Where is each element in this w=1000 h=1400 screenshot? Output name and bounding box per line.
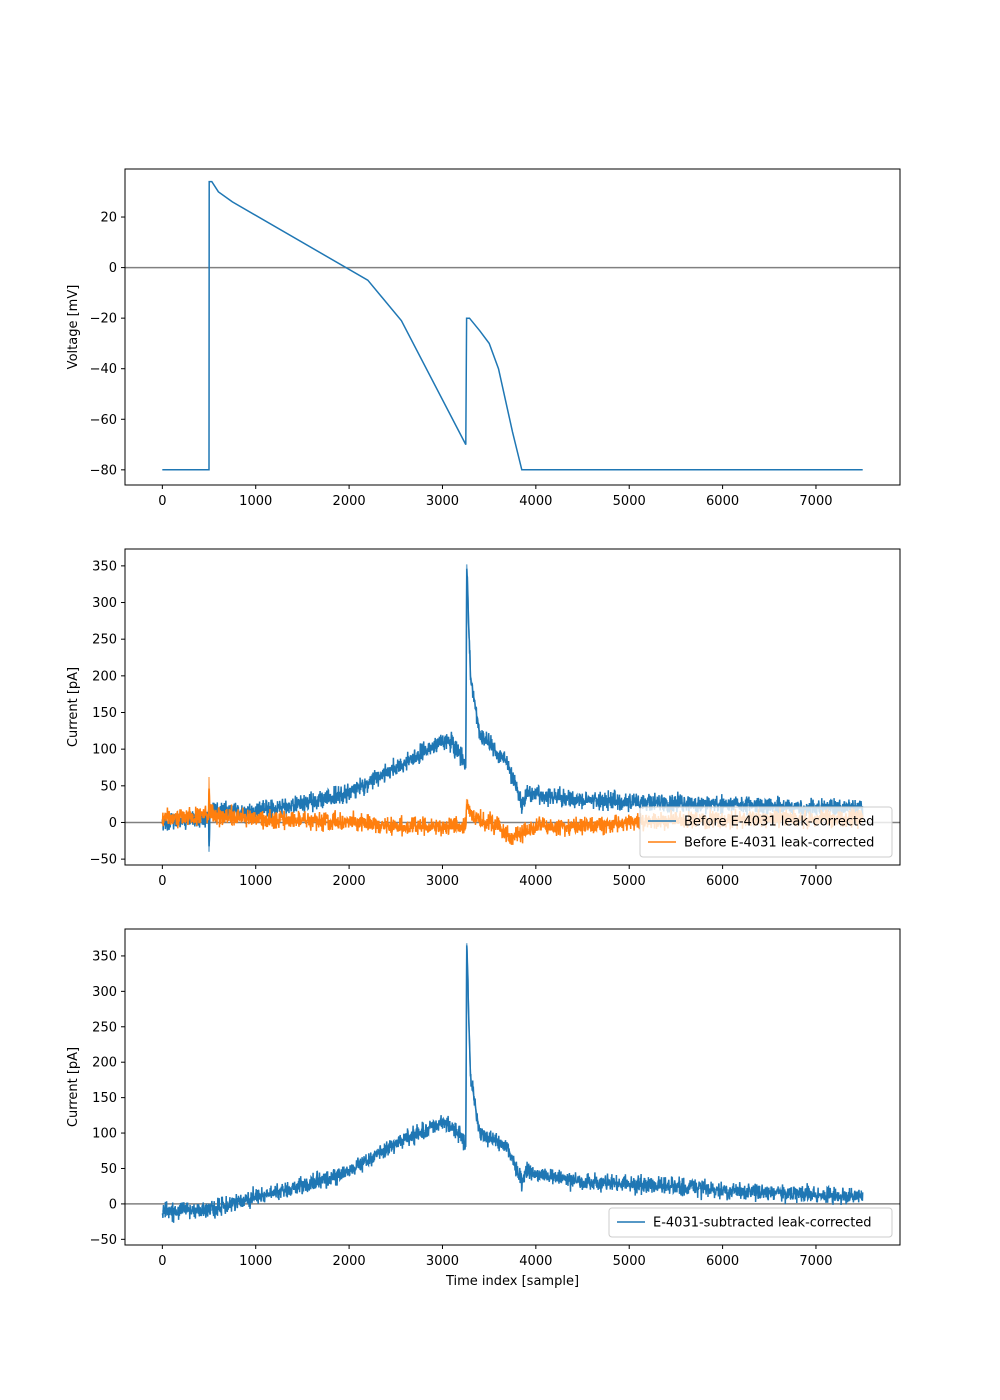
axes-frame xyxy=(125,169,900,485)
legend: Before E-4031 leak-corrected Before E-403… xyxy=(640,807,892,857)
x-tick-label: 6000 xyxy=(706,494,739,509)
x-tick-label: 7000 xyxy=(799,1254,832,1269)
y-tick-label: 350 xyxy=(92,559,117,574)
x-tick-label: 7000 xyxy=(799,494,832,509)
x-tick-label: 3000 xyxy=(426,1254,459,1269)
y-tick-label: −20 xyxy=(90,312,117,327)
series-line xyxy=(162,569,862,847)
x-tick-label: 4000 xyxy=(519,1254,552,1269)
y-tick-label: 300 xyxy=(92,985,117,1000)
x-tick-label: 1000 xyxy=(239,1254,272,1269)
voltage-panel: 0 1000 2000 3000 4000 5000 6000 7000 −80 −60 −40 −2… xyxy=(66,169,900,509)
x-tick-label: 6000 xyxy=(706,1254,739,1269)
y-tick-label: 0 xyxy=(109,816,117,831)
series-line xyxy=(162,182,862,470)
legend-label: Before E-4031 leak-corrected xyxy=(684,815,874,830)
y-axis-label: Current [pA] xyxy=(66,667,81,747)
y-tick-label: 100 xyxy=(92,743,117,758)
x-tick-label: 5000 xyxy=(613,1254,646,1269)
x-tick-label: 0 xyxy=(158,874,166,889)
x-tick-label: 0 xyxy=(158,1254,166,1269)
y-tick-label: 250 xyxy=(92,633,117,648)
x-tick-label: 4000 xyxy=(519,874,552,889)
current-before-panel: 0 1000 2000 3000 4000 5000 6000 7000 −50 0 50 100 15… xyxy=(66,549,900,889)
x-tick-label: 0 xyxy=(158,494,166,509)
x-tick-label: 6000 xyxy=(706,874,739,889)
y-axis-label: Current [pA] xyxy=(66,1047,81,1127)
y-tick-label: 20 xyxy=(100,211,117,226)
x-tick-label: 1000 xyxy=(239,874,272,889)
x-tick-label: 4000 xyxy=(519,494,552,509)
y-tick-label: 250 xyxy=(92,1020,117,1035)
y-tick-label: 0 xyxy=(109,1197,117,1212)
x-tick-label: 3000 xyxy=(426,874,459,889)
x-tick-label: 5000 xyxy=(613,874,646,889)
x-axis-label: Time index [sample] xyxy=(445,1274,579,1289)
current-subtracted-panel: 0 1000 2000 3000 4000 5000 6000 7000 −50 0 50 100 15… xyxy=(66,929,900,1289)
y-tick-label: 50 xyxy=(100,1162,117,1177)
y-tick-label: 300 xyxy=(92,596,117,611)
y-tick-label: 150 xyxy=(92,1091,117,1106)
y-tick-label: 200 xyxy=(92,1056,117,1071)
x-tick-label: 1000 xyxy=(239,494,272,509)
y-tick-label: 350 xyxy=(92,949,117,964)
y-tick-label: −40 xyxy=(90,362,117,377)
y-tick-label: 50 xyxy=(100,779,117,794)
legend-label: Before E-4031 leak-corrected xyxy=(684,836,874,851)
x-tick-label: 7000 xyxy=(799,874,832,889)
x-tick-label: 2000 xyxy=(333,494,366,509)
legend-label: E-4031-subtracted leak-corrected xyxy=(653,1216,872,1231)
y-tick-label: −80 xyxy=(90,463,117,478)
y-tick-label: 200 xyxy=(92,669,117,684)
y-tick-label: 100 xyxy=(92,1127,117,1142)
series-line-trend xyxy=(162,943,862,1211)
x-tick-label: 2000 xyxy=(333,874,366,889)
legend: E-4031-subtracted leak-corrected xyxy=(609,1208,892,1237)
y-tick-label: 150 xyxy=(92,706,117,721)
x-tick-label: 5000 xyxy=(613,494,646,509)
y-tick-label: −60 xyxy=(90,413,117,428)
series-line xyxy=(162,945,862,1222)
x-tick-label: 3000 xyxy=(426,494,459,509)
y-tick-label: 0 xyxy=(109,261,117,276)
y-tick-label: −50 xyxy=(90,1233,117,1248)
x-tick-label: 2000 xyxy=(333,1254,366,1269)
y-tick-label: −50 xyxy=(90,853,117,868)
y-axis-label: Voltage [mV] xyxy=(66,285,81,370)
